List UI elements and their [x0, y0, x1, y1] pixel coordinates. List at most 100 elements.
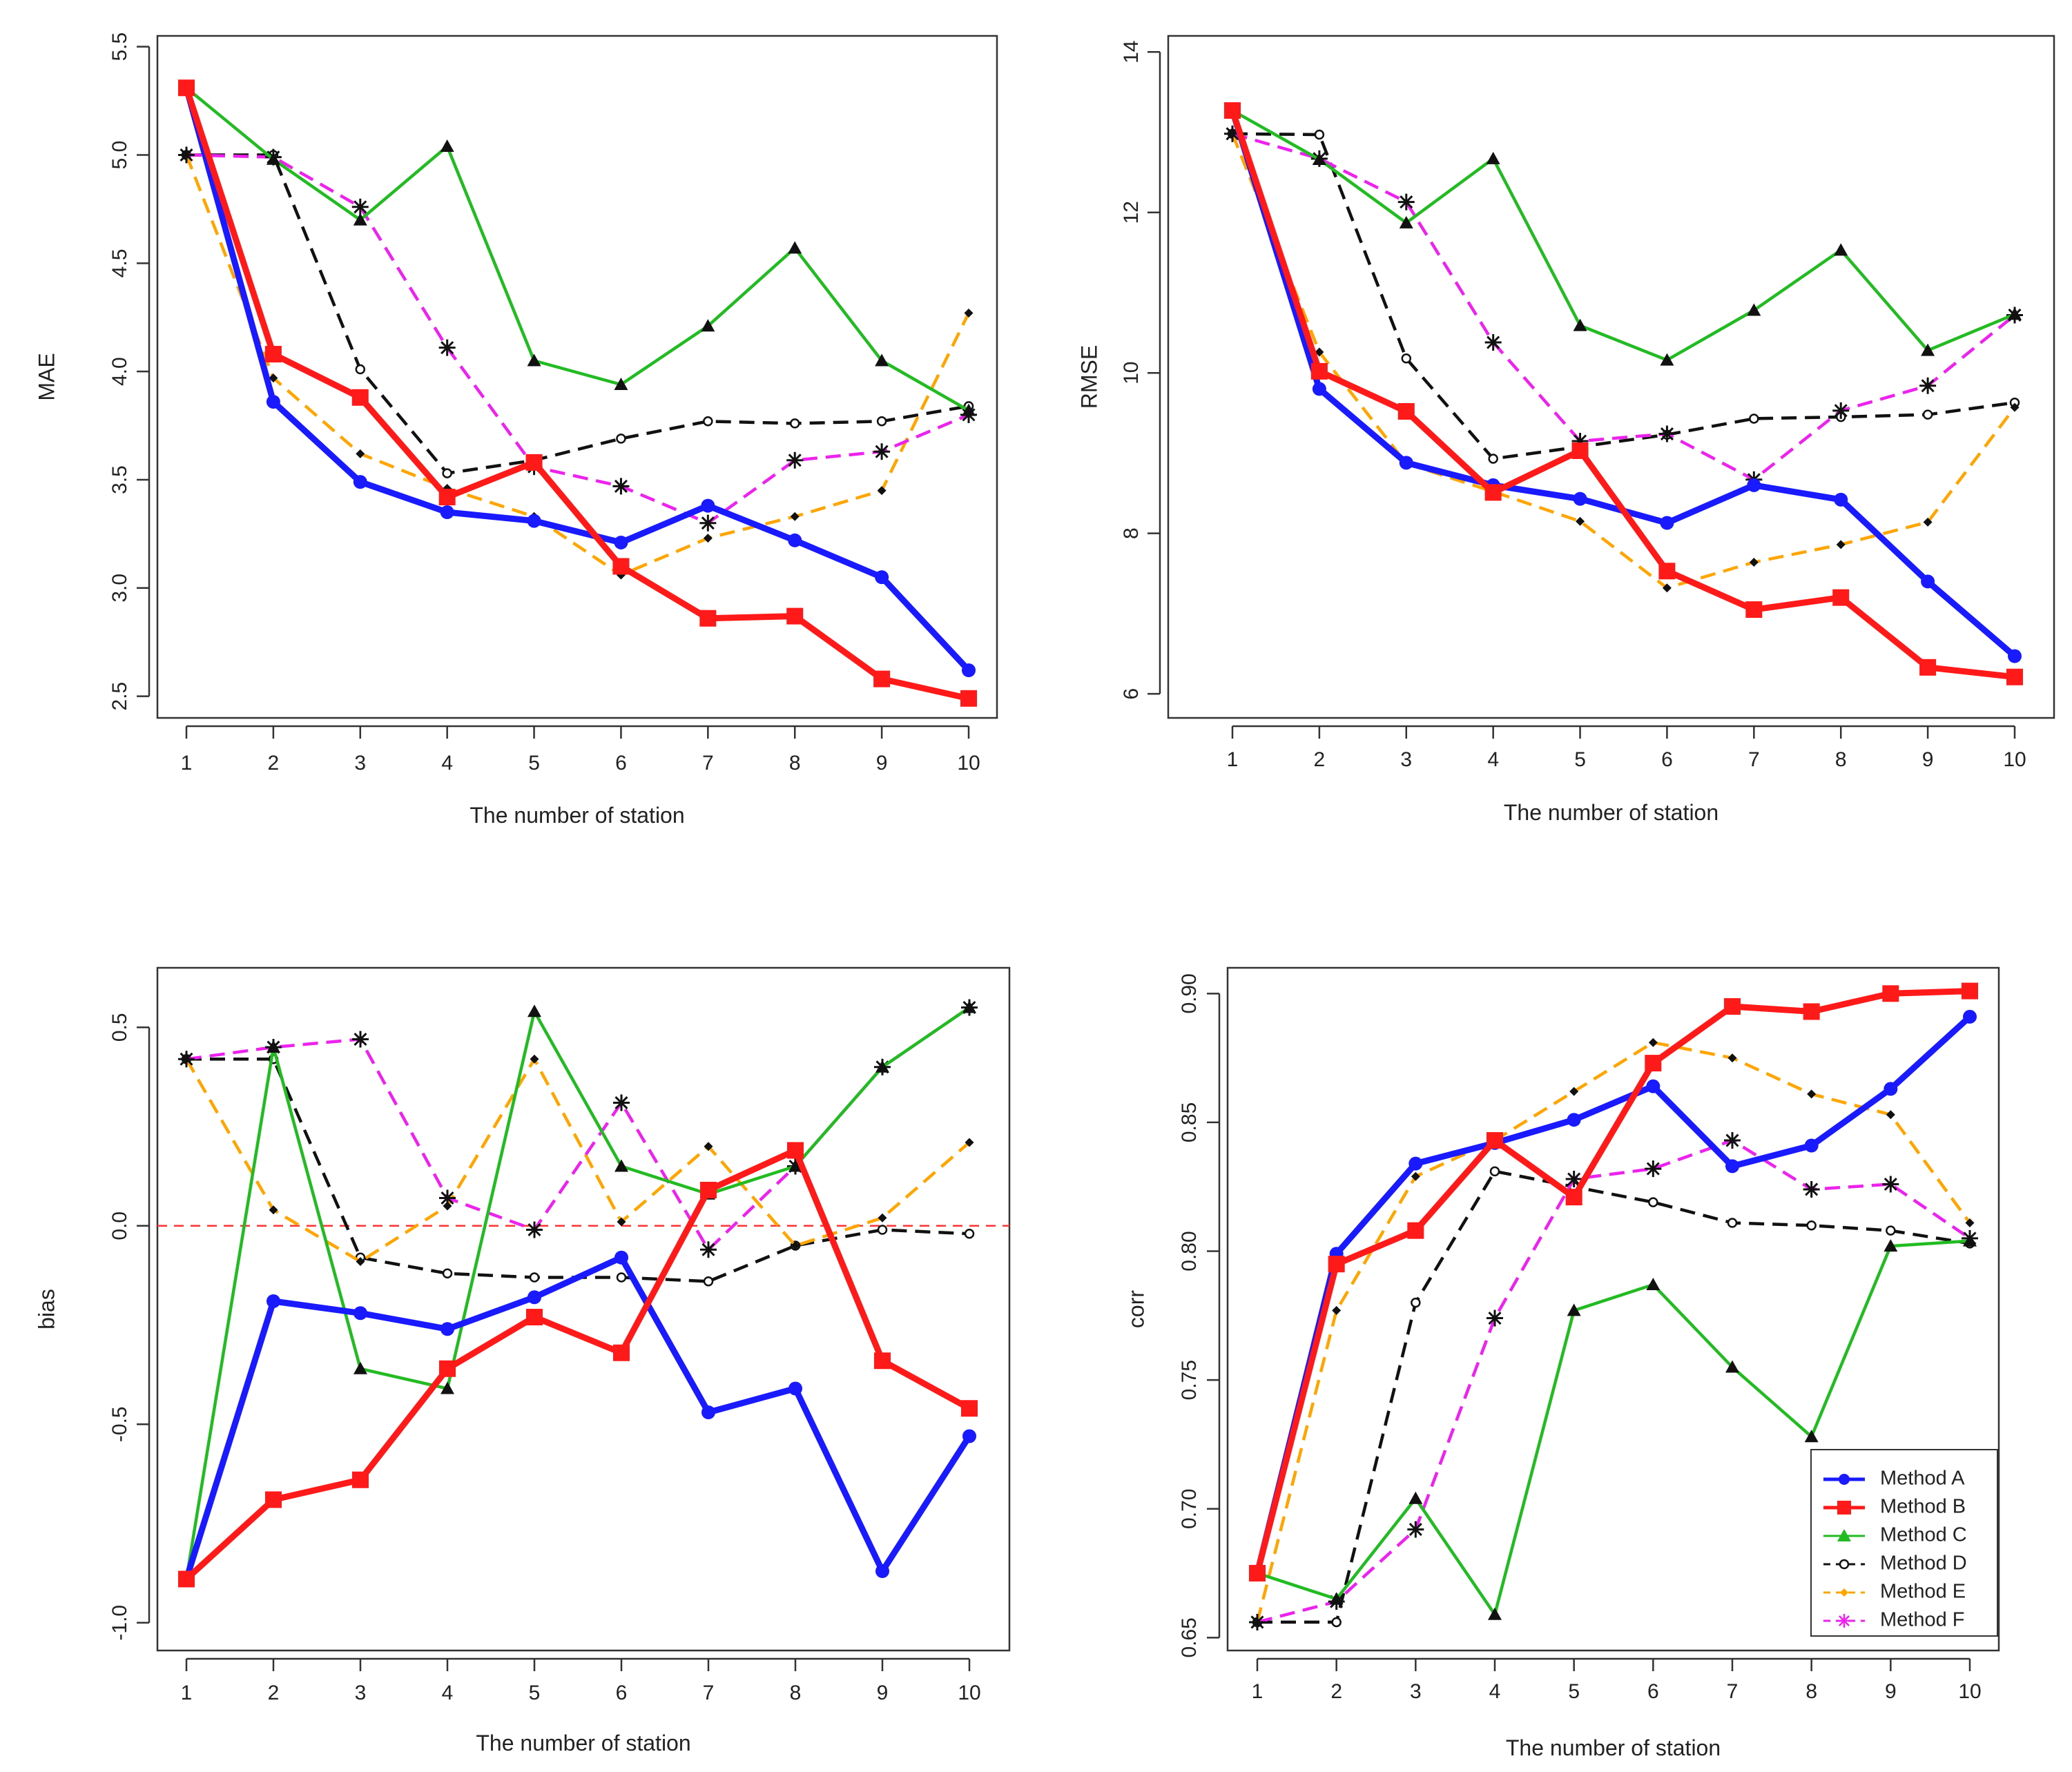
- legend-dot-icon-method-a: [1839, 1474, 1850, 1485]
- marker-rmse-method-c-5: [1573, 318, 1587, 331]
- marker-bias-method-e-10: [965, 1138, 974, 1147]
- marker-corr-method-c-6: [1646, 1278, 1660, 1291]
- marker-mae-method-d-3: [355, 364, 366, 375]
- marker-mae-method-e-10: [964, 308, 974, 318]
- marker-rmse-method-b-5: [1571, 442, 1589, 459]
- mae-x-tick-label-6: 6: [615, 752, 627, 775]
- corr-series-method-f: [1249, 1132, 1978, 1630]
- bias-line-method-f: [186, 1006, 971, 1252]
- mae-line-method-a: [183, 87, 971, 673]
- marker-mae-method-b-10: [960, 690, 977, 707]
- marker-bias-method-c-8: [788, 1159, 802, 1172]
- marker-rmse-method-c-7: [1747, 303, 1761, 316]
- mae-x-tick-label-2: 2: [268, 752, 280, 775]
- rmse-line-method-c: [1231, 109, 2015, 362]
- marker-rmse-method-f-6: [1658, 425, 1676, 442]
- marker-mae-method-b-4: [438, 489, 456, 506]
- bias-line-method-b: [184, 1147, 971, 1581]
- bias-x-tick-label-7: 7: [703, 1682, 715, 1704]
- corr-x-tick-label-6: 6: [1647, 1680, 1659, 1703]
- marker-mae-method-f-4: [438, 339, 456, 356]
- marker-bias-method-a-9: [875, 1564, 889, 1578]
- marker-corr-method-c-2: [1329, 1592, 1344, 1605]
- rmse-series-method-f: [1224, 125, 2023, 488]
- marker-mae-method-a-4: [440, 505, 454, 520]
- bias-x-tick-label-9: 9: [877, 1682, 889, 1704]
- mae-line-method-e: [184, 154, 971, 577]
- mae-series-method-a: [180, 81, 976, 677]
- marker-rmse-method-e-8: [1836, 540, 1846, 549]
- legend-label-method-b: Method B: [1880, 1496, 1966, 1518]
- marker-corr-method-b-9: [1882, 985, 1899, 1002]
- marker-corr-method-b-1: [1249, 1565, 1266, 1582]
- corr-x-tick-label-2: 2: [1330, 1680, 1342, 1703]
- marker-rmse-method-a-6: [1660, 516, 1674, 530]
- marker-mae-method-a-5: [527, 514, 541, 528]
- marker-mae-method-d-6: [616, 434, 626, 444]
- corr-y-tick-label-0-90: 0.90: [1178, 973, 1201, 1013]
- marker-bias-method-d-7: [703, 1276, 714, 1287]
- corr-line-method-e: [1255, 1040, 1971, 1623]
- marker-rmse-method-c-8: [1834, 243, 1848, 256]
- marker-rmse-method-f-9: [1919, 377, 1937, 394]
- mae-x-tick-label-7: 7: [702, 752, 714, 775]
- marker-rmse-method-e-10: [2010, 402, 2020, 412]
- marker-mae-method-f-8: [786, 451, 804, 469]
- corr-series-method-b: [1249, 982, 1978, 1582]
- marker-rmse-method-b-2: [1310, 362, 1328, 380]
- corr-line-method-f: [1257, 1138, 1971, 1624]
- rmse-series-method-b: [1224, 102, 2023, 685]
- marker-mae-method-e-7: [703, 534, 713, 543]
- marker-bias-method-a-2: [267, 1294, 280, 1308]
- marker-mae-method-a-7: [701, 498, 715, 513]
- rmse-y-axis-title: RMSE: [1076, 345, 1101, 409]
- mae-y-tick-label-4-5: 4.5: [108, 249, 131, 278]
- marker-corr-method-d-2: [1331, 1617, 1342, 1628]
- marker-corr-method-c-7: [1725, 1360, 1739, 1373]
- marker-bias-method-c-3: [354, 1361, 367, 1374]
- marker-rmse-method-e-7: [1749, 558, 1759, 567]
- rmse-x-tick-label-10: 10: [2003, 748, 2026, 771]
- rmse-line-method-b: [1229, 109, 2015, 681]
- marker-rmse-method-d-4: [1488, 454, 1498, 464]
- marker-corr-method-e-2: [1332, 1305, 1342, 1315]
- mae-y-tick-label-4-0: 4.0: [108, 357, 131, 386]
- rmse-x-tick-label-9: 9: [1922, 748, 1934, 771]
- marker-bias-method-c-10: [962, 1000, 976, 1013]
- marker-rmse-method-f-3: [1397, 193, 1415, 211]
- marker-rmse-method-f-1: [1224, 125, 1241, 142]
- marker-bias-method-a-10: [962, 1429, 976, 1443]
- marker-corr-method-d-8: [1806, 1220, 1817, 1231]
- rmse-y-tick-label-10: 10: [1120, 362, 1143, 384]
- rmse-y-tick-label-12: 12: [1120, 201, 1143, 224]
- marker-corr-method-a-7: [1725, 1159, 1739, 1174]
- marker-corr-method-f-8: [1803, 1180, 1820, 1198]
- bias-x-tick-label-3: 3: [355, 1682, 367, 1704]
- marker-rmse-method-c-10: [2008, 307, 2022, 320]
- bias-y-axis-title: bias: [34, 1289, 59, 1330]
- marker-bias-method-e-8: [791, 1241, 800, 1250]
- rmse-x-tick-label-3: 3: [1400, 748, 1412, 771]
- marker-bias-method-a-6: [614, 1250, 628, 1265]
- marker-bias-method-d-10: [964, 1229, 975, 1239]
- marker-bias-method-a-8: [788, 1381, 802, 1396]
- marker-mae-method-c-10: [962, 403, 976, 416]
- corr-line-method-a: [1254, 1014, 1973, 1575]
- marker-bias-method-e-5: [530, 1054, 539, 1064]
- mae-x-tick-label-5: 5: [528, 752, 540, 775]
- rmse-x-tick-label-8: 8: [1835, 748, 1847, 771]
- legend-asterisk-icon-method-f: [1837, 1614, 1851, 1628]
- marker-bias-method-c-2: [267, 1040, 280, 1053]
- mae-line-method-d: [186, 153, 969, 475]
- marker-corr-method-e-10: [1965, 1218, 1975, 1227]
- rmse-x-tick-label-2: 2: [1314, 748, 1326, 771]
- marker-mae-method-b-8: [786, 607, 804, 625]
- marker-rmse-method-e-9: [1923, 517, 1933, 527]
- marker-mae-method-a-8: [788, 533, 802, 547]
- marker-mae-method-b-2: [264, 346, 282, 363]
- marker-rmse-method-d-7: [1749, 413, 1759, 424]
- mae-x-tick-label-3: 3: [354, 752, 366, 775]
- marker-corr-method-e-7: [1727, 1053, 1737, 1063]
- marker-mae-method-e-3: [356, 449, 365, 458]
